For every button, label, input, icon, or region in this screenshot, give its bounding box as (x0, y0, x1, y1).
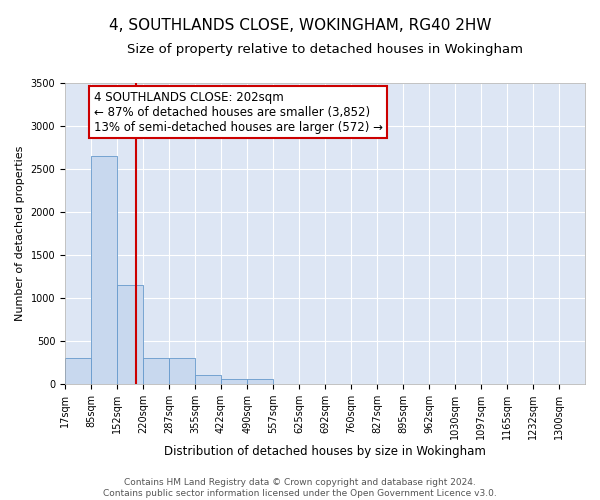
Bar (117, 285, 143, 384)
Text: 4, SOUTHLANDS CLOSE, WOKINGHAM, RG40 2HW: 4, SOUTHLANDS CLOSE, WOKINGHAM, RG40 2HW (109, 18, 491, 32)
Title: Size of property relative to detached houses in Wokingham: Size of property relative to detached ho… (127, 42, 523, 56)
Bar (169, 358, 195, 384)
Text: 4 SOUTHLANDS CLOSE: 202sqm
← 87% of detached houses are smaller (3,852)
13% of s: 4 SOUTHLANDS CLOSE: 202sqm ← 87% of deta… (94, 90, 383, 134)
Bar (221, 378, 247, 384)
Bar (91, 156, 117, 384)
Bar (65, 358, 91, 384)
Bar (247, 380, 273, 384)
Text: Contains HM Land Registry data © Crown copyright and database right 2024.
Contai: Contains HM Land Registry data © Crown c… (103, 478, 497, 498)
Bar (143, 358, 169, 384)
X-axis label: Distribution of detached houses by size in Wokingham: Distribution of detached houses by size … (164, 444, 486, 458)
Y-axis label: Number of detached properties: Number of detached properties (15, 146, 25, 321)
Bar (195, 375, 221, 384)
